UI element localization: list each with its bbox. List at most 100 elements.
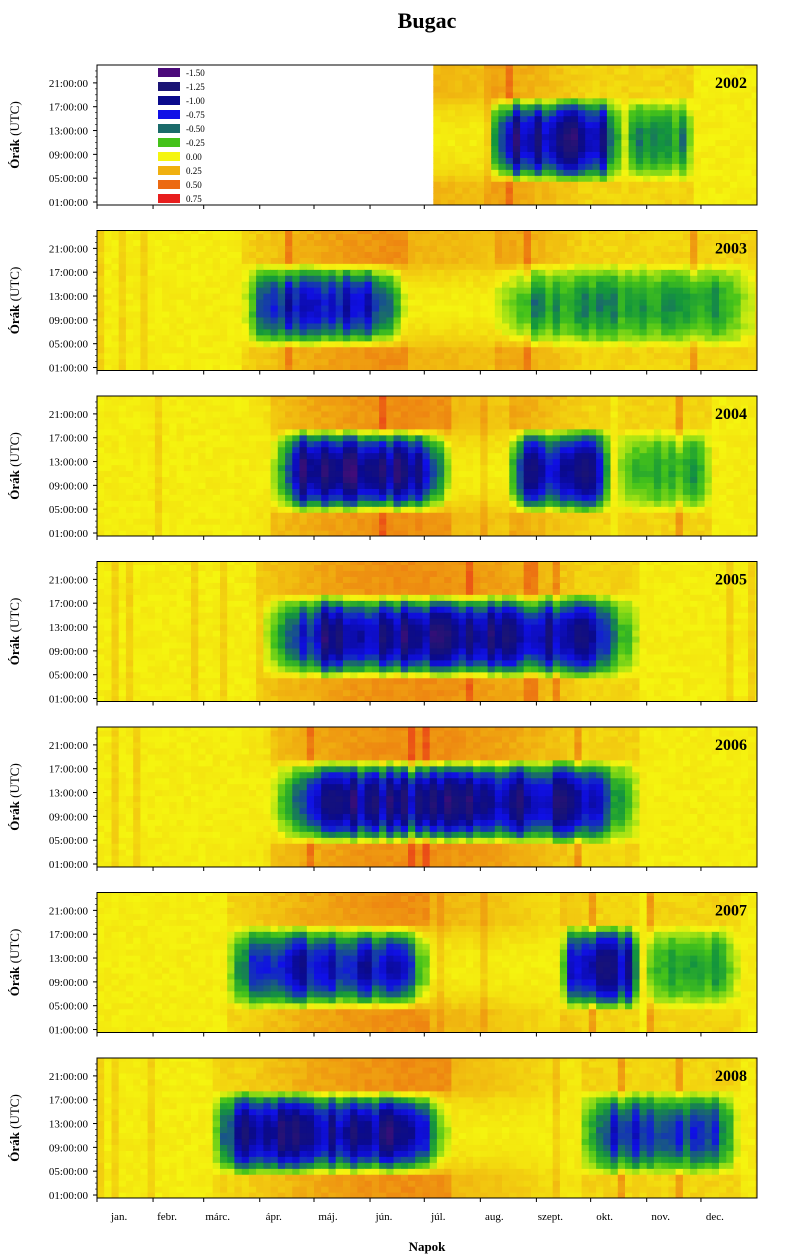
- y-tick-label: 05:00:00: [49, 173, 89, 185]
- heatmap-cells-2005: [97, 561, 757, 702]
- y-axis-label: Órák (UTC): [7, 432, 22, 500]
- legend-label: -1.25: [186, 82, 205, 92]
- panel-year-label: 2003: [715, 241, 747, 258]
- x-tick-label: aug.: [485, 1211, 504, 1223]
- legend-swatch: [158, 180, 180, 189]
- panel-frame: [96, 892, 758, 1033]
- panel-year-label: 2005: [715, 572, 747, 589]
- y-tick-label: 17:00:00: [49, 433, 89, 445]
- legend-label: -0.75: [186, 110, 205, 120]
- panel-frame: [96, 395, 758, 537]
- legend-swatch: [158, 138, 180, 147]
- x-axis-label: Napok: [409, 1239, 447, 1254]
- y-tick-label: 13:00:00: [49, 788, 89, 800]
- y-tick-label: 13:00:00: [49, 291, 89, 303]
- y-tick-label: 01:00:00: [49, 528, 89, 540]
- x-tick-label: márc.: [205, 1211, 230, 1223]
- y-tick-label: 17:00:00: [49, 929, 89, 941]
- heatmap-cells-2008: [97, 1058, 757, 1198]
- y-tick-label: 17:00:00: [49, 1095, 89, 1107]
- legend-swatch: [158, 110, 180, 119]
- heatmap-cells-2002: [433, 65, 757, 205]
- y-tick-label: 09:00:00: [49, 149, 89, 161]
- legend-label: 0.75: [186, 194, 202, 204]
- y-tick-label: 21:00:00: [49, 78, 89, 90]
- y-tick-label: 09:00:00: [49, 811, 89, 823]
- legend-swatch: [158, 82, 180, 91]
- x-tick-label: ápr.: [266, 1211, 282, 1223]
- legend: -1.50 -1.25 -1.00 -0.75 -0.50 -0.25 0.00 0.25 0.…: [158, 68, 205, 204]
- y-tick-label: 05:00:00: [49, 339, 89, 351]
- panel-2007: 01:00:00 05:00:00 09:00:00 13:00:00 17:00:00…: [7, 892, 758, 1037]
- panel-year-label: 2007: [715, 903, 747, 920]
- y-tick-label: 21:00:00: [49, 1071, 89, 1083]
- y-tick-label: 01:00:00: [49, 1025, 89, 1037]
- legend-swatch: [158, 152, 180, 161]
- y-tick-label: 13:00:00: [49, 126, 89, 138]
- y-tick-label: 09:00:00: [49, 480, 89, 492]
- panel-frame: [96, 1057, 758, 1199]
- y-tick-label: 05:00:00: [49, 670, 89, 682]
- y-tick-label: 13:00:00: [49, 953, 89, 965]
- x-tick-label: okt.: [596, 1211, 613, 1223]
- legend-swatch: [158, 166, 180, 175]
- x-tick-label: febr.: [157, 1211, 177, 1223]
- heatmap-cells-2003: [97, 230, 757, 371]
- x-tick-label: máj.: [318, 1211, 337, 1223]
- panel-2002: 01:00:00 05:00:00 09:00:00 13:00:00 17:00:00…: [7, 64, 758, 209]
- y-tick-label: 21:00:00: [49, 243, 89, 255]
- y-tick-label: 05:00:00: [49, 1001, 89, 1013]
- y-tick-label: 13:00:00: [49, 622, 89, 634]
- legend-label: -1.50: [186, 68, 205, 78]
- panel-2005: 01:00:00 05:00:00 09:00:00 13:00:00 17:00:00…: [7, 561, 758, 706]
- y-tick-label: 21:00:00: [49, 574, 89, 586]
- y-tick-label: 13:00:00: [49, 1119, 89, 1131]
- y-tick-label: 05:00:00: [49, 835, 89, 847]
- legend-label: 0.50: [186, 180, 202, 190]
- legend-label: -1.00: [186, 96, 205, 106]
- legend-swatch: [158, 68, 180, 77]
- y-tick-label: 21:00:00: [49, 905, 89, 917]
- y-tick-label: 21:00:00: [49, 409, 89, 421]
- heatmap-cells-2004: [97, 396, 757, 536]
- legend-swatch: [158, 124, 180, 133]
- y-tick-label: 13:00:00: [49, 457, 89, 469]
- panel-frame: [96, 561, 758, 702]
- panels: 01:00:00 05:00:00 09:00:00 13:00:00 17:00:00…: [7, 64, 758, 1202]
- y-axis-label: Órák (UTC): [7, 598, 22, 666]
- y-tick-label: 01:00:00: [49, 694, 89, 706]
- panel-frame: [96, 726, 758, 868]
- x-tick-label: dec.: [706, 1211, 724, 1223]
- y-tick-label: 17:00:00: [49, 267, 89, 279]
- y-axis-label: Órák (UTC): [7, 929, 22, 997]
- x-tick-label: jún.: [375, 1211, 393, 1223]
- panel-frame: [96, 230, 758, 371]
- y-tick-label: 09:00:00: [49, 646, 89, 658]
- x-axis: jan. febr. márc. ápr. máj. jún. júl. aug. szept.…: [110, 1211, 724, 1223]
- x-tick-label: júl.: [430, 1211, 446, 1223]
- panel-year-label: 2004: [715, 406, 747, 423]
- y-tick-label: 09:00:00: [49, 977, 89, 989]
- legend-swatch: [158, 96, 180, 105]
- x-tick-label: szept.: [538, 1211, 564, 1223]
- panel-2004: 01:00:00 05:00:00 09:00:00 13:00:00 17:00:00…: [7, 395, 758, 540]
- panel-year-label: 2006: [715, 737, 747, 754]
- y-tick-label: 17:00:00: [49, 102, 89, 114]
- y-tick-label: 17:00:00: [49, 764, 89, 776]
- y-tick-label: 01:00:00: [49, 197, 89, 209]
- y-tick-label: 05:00:00: [49, 504, 89, 516]
- legend-label: -0.50: [186, 124, 205, 134]
- y-axis-label: Órák (UTC): [7, 763, 22, 831]
- heatmap-cells-2006: [97, 727, 757, 867]
- panel-year-label: 2008: [715, 1068, 747, 1085]
- y-axis-label: Órák (UTC): [7, 1094, 22, 1162]
- chart-title: Bugac: [398, 8, 457, 33]
- y-axis-label: Órák (UTC): [7, 267, 22, 335]
- y-tick-label: 01:00:00: [49, 859, 89, 871]
- panel-frame: [96, 64, 758, 206]
- panel-2006: 01:00:00 05:00:00 09:00:00 13:00:00 17:00:00…: [7, 726, 758, 871]
- legend-label: -0.25: [186, 138, 205, 148]
- y-tick-label: 09:00:00: [49, 315, 89, 327]
- legend-label: 0.25: [186, 166, 202, 176]
- y-tick-label: 01:00:00: [49, 363, 89, 375]
